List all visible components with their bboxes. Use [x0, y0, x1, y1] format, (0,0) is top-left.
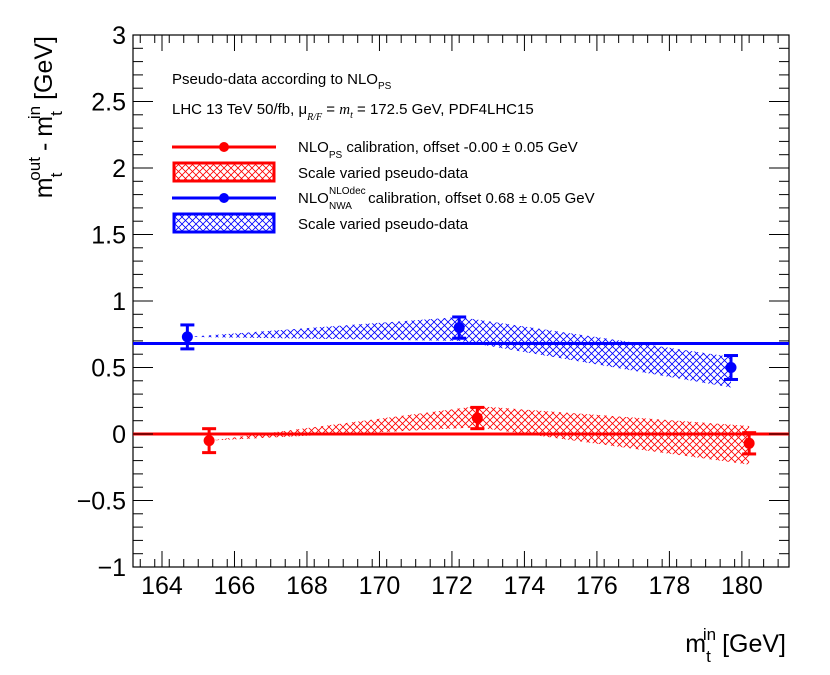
annotation-lhc: LHC 13 TeV 50/fb, μR/F = mt = 172.5 GeV,…: [172, 101, 534, 123]
scale-bands: [187, 316, 750, 465]
x-tick-label: 172: [431, 572, 473, 600]
y-axis: −1 −0.5 0 0.5 1 1.5 2 2.5 3: [77, 22, 789, 582]
point-marker: [725, 362, 737, 373]
data-points: [180, 315, 757, 456]
legend-entry-nlops-calibration: NLOPS calibration, offset -0.00 ± 0.05 G…: [172, 139, 578, 161]
y-axis-title: mtout-mtin[GeV]: [25, 36, 66, 198]
legend-label-red-band: Scale varied pseudo-data: [298, 165, 469, 182]
y-tick-label: −1: [97, 554, 126, 582]
x-axis: 164 166 168 170 172 174 176 178 180: [139, 35, 779, 600]
data-point: [180, 323, 195, 351]
legend-band-blue: [172, 212, 276, 234]
legend-entry-nlonwa-calibration: NLONWANLOdec calibration, offset 0.68 ± …: [172, 186, 595, 212]
legend-band-red: [172, 161, 276, 183]
y-tick-label: 2: [112, 155, 126, 183]
y-tick-label: −0.5: [77, 488, 126, 516]
point-marker: [453, 322, 465, 334]
data-point: [452, 315, 467, 340]
y-tick-label: 0.5: [91, 355, 126, 383]
x-tick-label: 174: [504, 572, 546, 600]
y-tick-label: 2.5: [91, 89, 126, 117]
legend-marker-red: [219, 142, 229, 152]
legend-label-nlonwa: NLONWANLOdec calibration, offset 0.68 ± …: [298, 186, 595, 212]
y-tick-label: 3: [112, 22, 126, 50]
x-tick-label: 164: [141, 572, 183, 600]
legend-entry-blue-band: Scale varied pseudo-data: [172, 212, 469, 234]
scale-band-nlo-nwa: [187, 316, 732, 388]
y-tick-label: 0: [112, 421, 126, 449]
legend-entry-red-band: Scale varied pseudo-data: [172, 161, 469, 183]
annotation-pseudo-data: Pseudo-data according to NLOPS: [172, 71, 392, 92]
legend-marker-blue: [219, 193, 229, 203]
data-point: [724, 354, 739, 381]
x-tick-label: 166: [214, 572, 256, 600]
y-tick-label: 1: [112, 288, 126, 316]
x-axis-title: mtin [GeV]: [685, 625, 786, 666]
x-tick-label: 180: [721, 572, 763, 600]
data-point: [742, 431, 757, 456]
legend: NLOPS calibration, offset -0.00 ± 0.05 G…: [172, 139, 595, 234]
point-marker: [203, 435, 215, 447]
data-point: [470, 405, 485, 431]
data-point: [202, 427, 217, 455]
legend-label-nlops: NLOPS calibration, offset -0.00 ± 0.05 G…: [298, 139, 578, 161]
x-tick-label: 168: [286, 572, 328, 600]
x-tick-label: 170: [359, 572, 401, 600]
point-marker: [471, 412, 483, 424]
legend-label-blue-band: Scale varied pseudo-data: [298, 216, 469, 233]
point-marker: [181, 331, 193, 343]
scale-band-nlo-ps: [209, 406, 750, 465]
point-marker: [743, 437, 755, 449]
calibration-lines: [133, 342, 789, 436]
x-tick-label: 178: [649, 572, 691, 600]
y-tick-label: 1.5: [91, 222, 126, 250]
x-tick-label: 176: [576, 572, 618, 600]
